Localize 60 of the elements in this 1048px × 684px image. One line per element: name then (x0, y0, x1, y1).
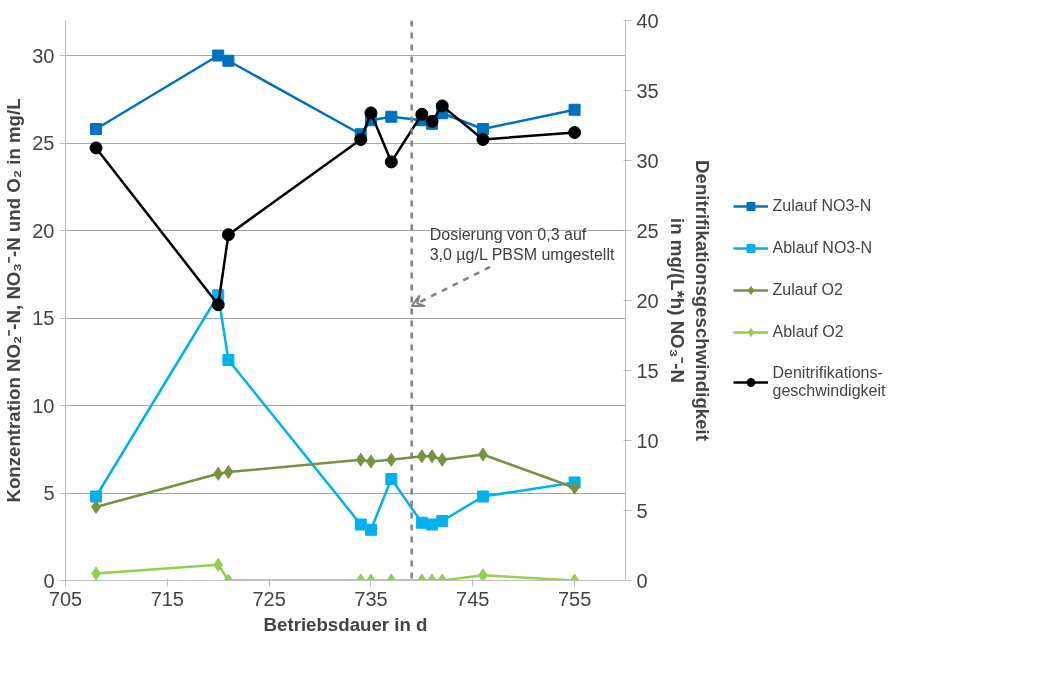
point (415, 107, 429, 121)
point (435, 99, 449, 113)
point (437, 452, 448, 467)
y-axis-title: Konzentration NO₂⁻-N, NO₃⁻-N und O₂ in mg/L (3, 98, 25, 503)
y2-tick-label: 10 (636, 429, 659, 452)
point (213, 466, 224, 481)
point (223, 465, 234, 479)
point (568, 103, 581, 116)
y-tick-label: 10 (32, 394, 55, 417)
x-tick-label: 725 (252, 587, 286, 610)
point (568, 126, 582, 139)
point (569, 480, 580, 495)
y2-tick-label: 20 (636, 289, 659, 312)
point (476, 133, 490, 146)
x-tick-label: 745 (456, 587, 490, 610)
point (478, 568, 488, 581)
point (384, 155, 398, 169)
y2-tick-label: 5 (636, 499, 648, 522)
x-axis-title: Betriebsdauer in d (263, 613, 428, 635)
y2-tick-label: 40 (636, 9, 659, 32)
legend-label: Zulauf NO3-N (772, 197, 872, 215)
point (436, 515, 449, 527)
legend-label: Ablauf NO3-N (772, 239, 873, 257)
point (386, 452, 397, 467)
point (212, 49, 225, 62)
point (364, 523, 377, 536)
point (89, 141, 103, 155)
y2-tick-label: 15 (636, 359, 659, 382)
y2-tick-label: 25 (636, 219, 659, 242)
point (476, 490, 489, 503)
point (385, 110, 398, 123)
point (90, 123, 103, 135)
y-tick-label: 30 (32, 44, 55, 67)
point (354, 133, 368, 146)
y2-tick-label: 0 (636, 569, 648, 592)
y-tick-label: 15 (32, 307, 55, 329)
y-tick-label: 5 (43, 482, 55, 504)
point (385, 473, 398, 485)
legend-label: Denitrifikations- geschwindigkeit (772, 364, 886, 400)
x-tick-label: 755 (557, 587, 592, 610)
legend-label: Ablauf O2 (772, 323, 844, 341)
point (354, 518, 367, 531)
point (355, 452, 366, 467)
point (91, 500, 101, 514)
point (222, 354, 235, 366)
x-tick-label: 715 (150, 587, 185, 610)
ref-line-label: Dosierung von 0,3 auf 3,0 µg/L PBSM umgestellt (429, 225, 615, 263)
point (364, 106, 378, 120)
x-tick-label: 735 (354, 587, 388, 610)
y2-axis-title: Denitrifikationsgeschwindigkeit in mg/(L*h) NO₃⁻-N (666, 160, 713, 441)
point (221, 228, 235, 242)
point (211, 298, 225, 312)
point (90, 490, 103, 503)
legend-label: Zulauf O2 (772, 281, 843, 299)
y2-tick-label: 30 (636, 149, 659, 172)
y-tick-label: 20 (32, 219, 55, 242)
point (222, 54, 235, 67)
point (213, 557, 224, 572)
y2-tick-label: 35 (636, 79, 659, 102)
y-tick-label: 25 (32, 132, 55, 154)
